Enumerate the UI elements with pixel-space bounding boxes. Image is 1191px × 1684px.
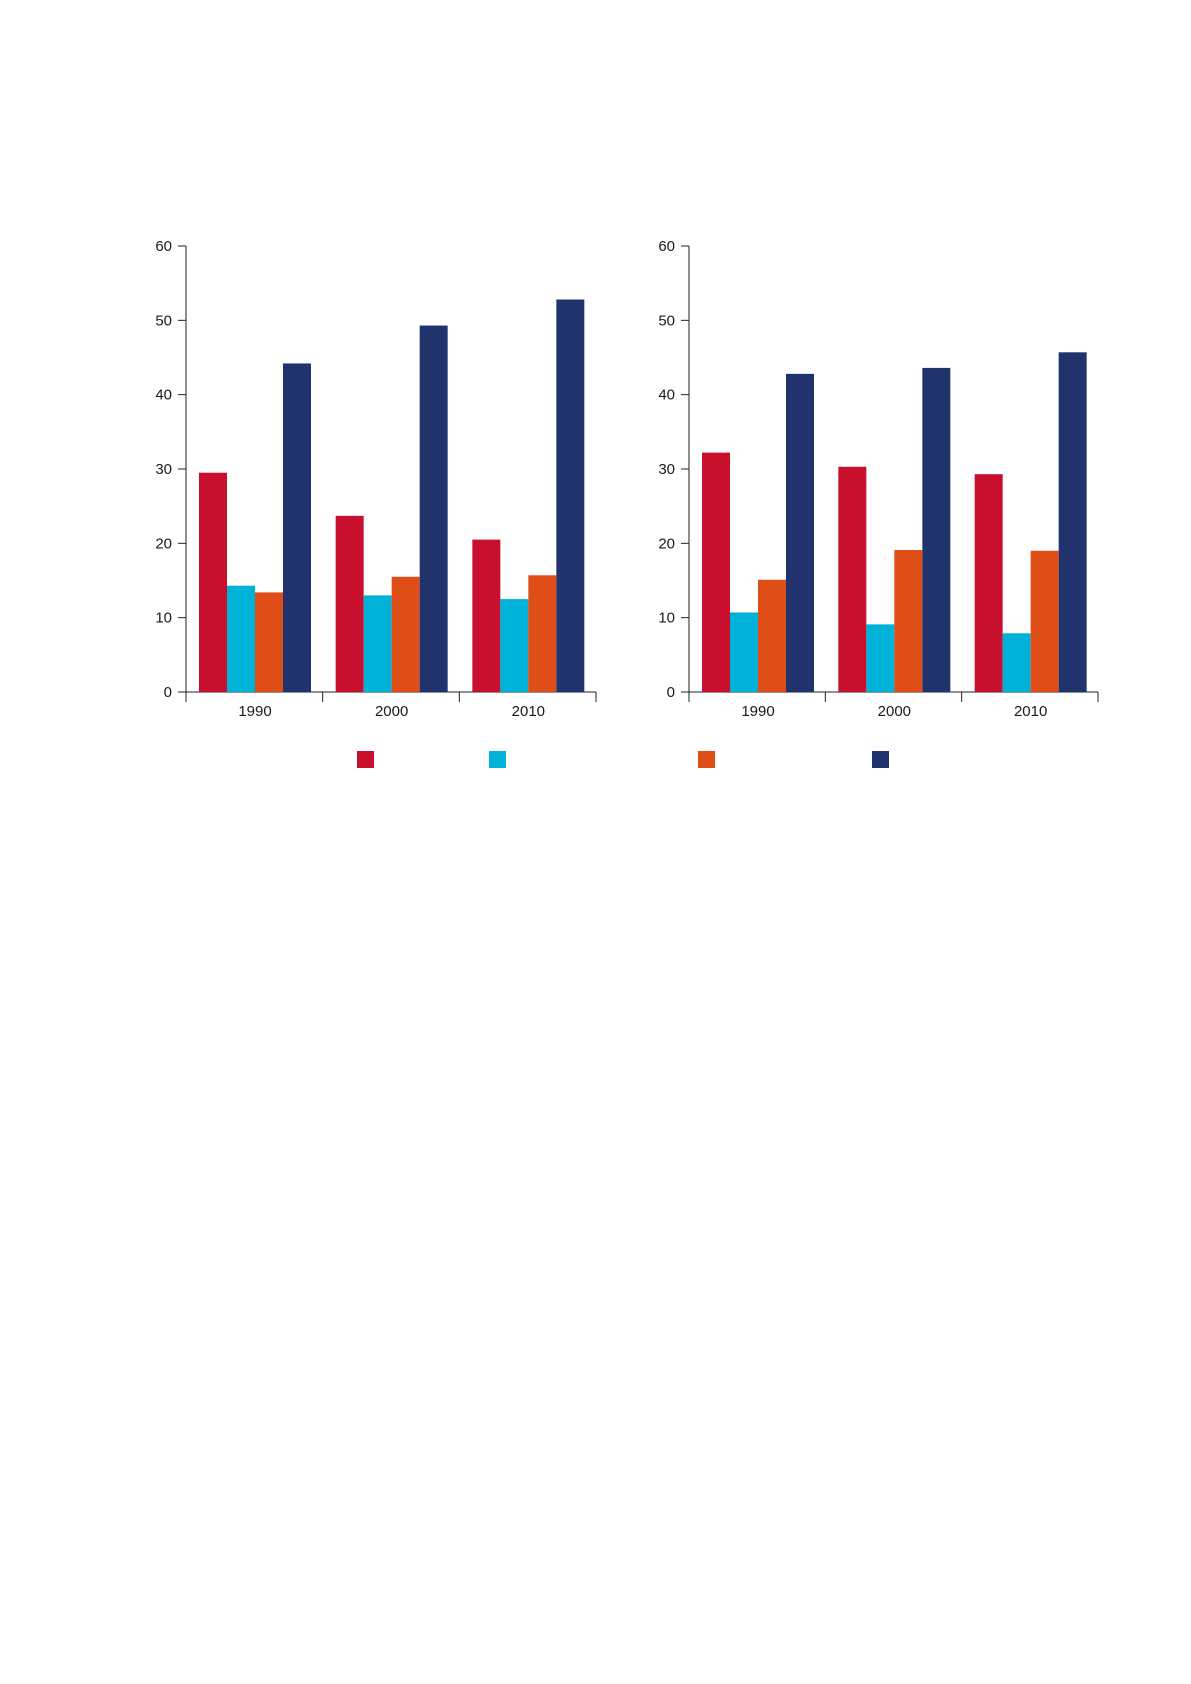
y-tick-label: 20 (155, 535, 172, 552)
bar (500, 599, 529, 692)
legend (0, 751, 1191, 771)
bar (838, 466, 867, 692)
y-tick-label: 50 (658, 312, 675, 329)
x-tick-label: 2010 (512, 703, 545, 720)
y-tick-label: 30 (155, 461, 172, 478)
chart-panel-1: 0 10 20 30 40 50 60 1990 2000 2010 (155, 238, 597, 720)
y-tick-label: 40 (155, 387, 172, 404)
y-tick-label: 20 (658, 535, 675, 552)
bar (283, 363, 311, 692)
bar (419, 325, 448, 692)
bar (866, 624, 895, 692)
bar (528, 575, 557, 692)
y-tick-label: 10 (658, 610, 675, 627)
bar (974, 474, 1003, 692)
x-tick-label: 2000 (878, 703, 911, 720)
legend-swatch (698, 751, 715, 768)
bar (758, 579, 786, 692)
bar (199, 472, 227, 692)
bar (335, 515, 364, 692)
y-tick-label: 0 (667, 684, 675, 701)
legend-swatch (489, 751, 506, 768)
y-tick-label: 60 (155, 238, 172, 255)
bar (255, 592, 283, 692)
bar (556, 299, 585, 692)
bar (1030, 550, 1059, 692)
y-tick-label: 40 (658, 387, 675, 404)
bar (472, 539, 501, 692)
bar (786, 373, 814, 692)
x-tick-label: 2000 (375, 703, 408, 720)
charts-canvas: 0 10 20 30 40 50 60 1990 2000 2010 0 10 20 30 40 50 60 19… (155, 238, 1099, 720)
bar (363, 595, 392, 692)
x-tick-label: 2010 (1014, 703, 1047, 720)
bar (391, 576, 420, 692)
y-tick-label: 60 (658, 238, 675, 255)
legend-swatch (872, 751, 889, 768)
bar (922, 367, 951, 692)
y-tick-label: 50 (155, 312, 172, 329)
bar (894, 550, 923, 692)
legend-swatch (357, 751, 374, 768)
x-tick-label: 1990 (238, 703, 271, 720)
y-tick-label: 30 (658, 461, 675, 478)
bar (702, 452, 730, 692)
bar (1002, 633, 1031, 692)
x-tick-label: 1990 (741, 703, 774, 720)
bar (227, 585, 255, 692)
chart-panel-2: 0 10 20 30 40 50 60 1990 2000 2010 (658, 238, 1099, 720)
y-tick-label: 0 (164, 684, 172, 701)
y-tick-label: 10 (155, 610, 172, 627)
bar (1058, 352, 1087, 692)
bar (730, 612, 758, 692)
